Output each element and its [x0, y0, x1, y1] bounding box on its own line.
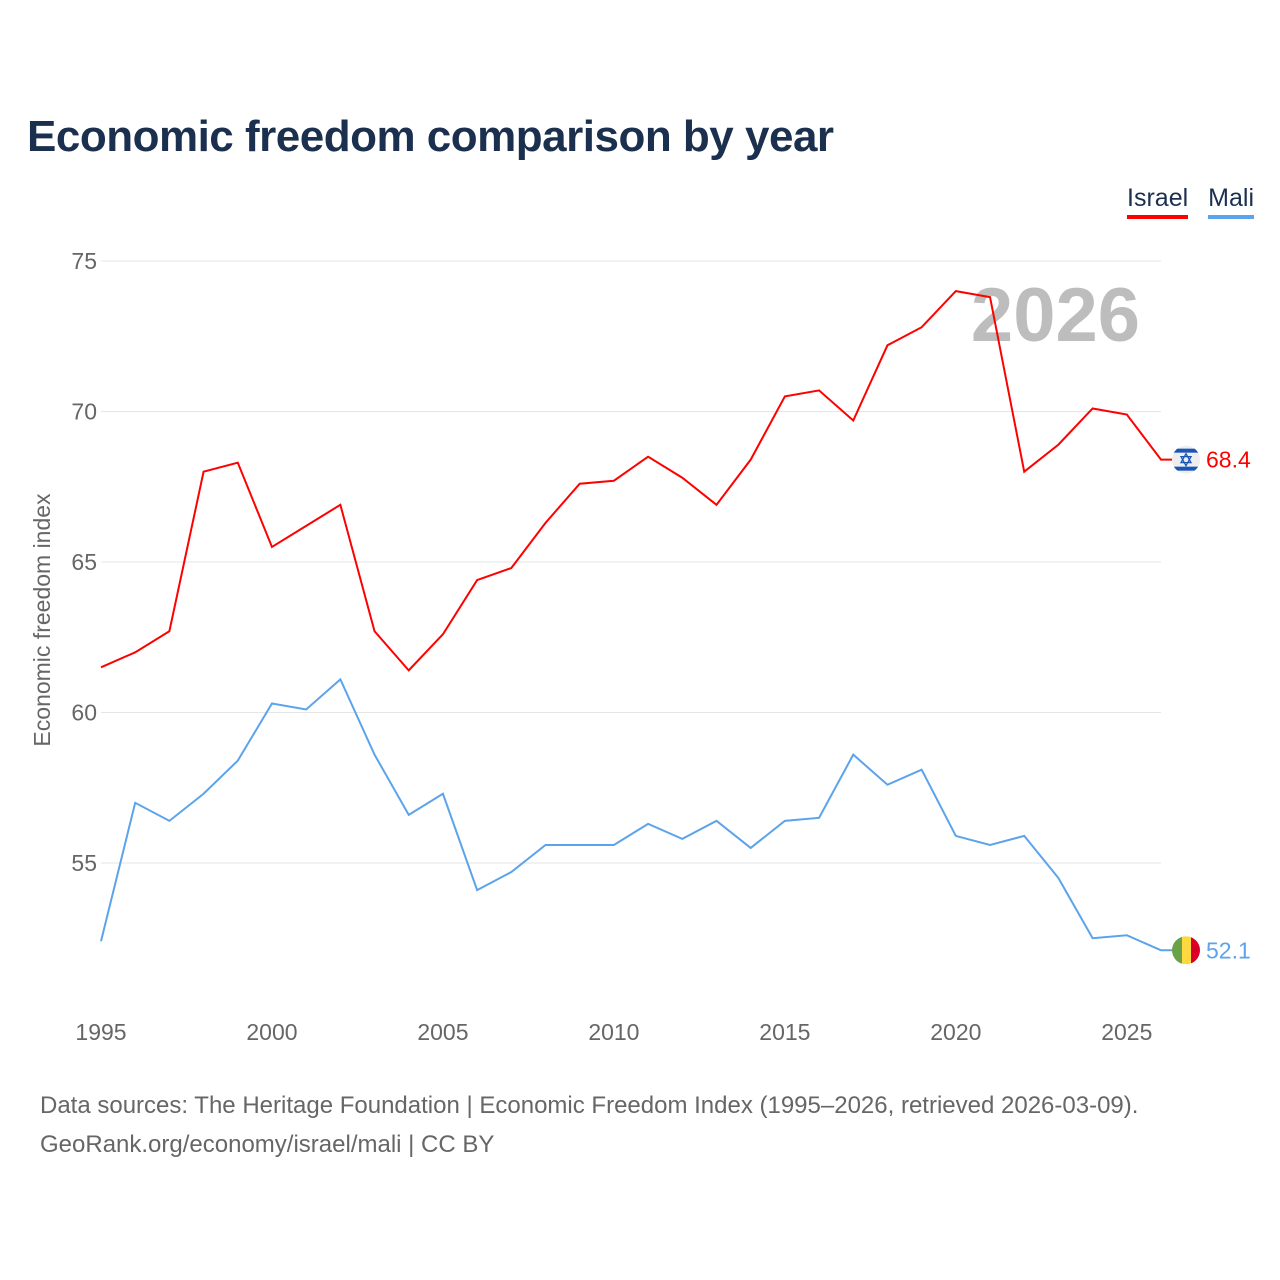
end-value-label: 68.4 — [1206, 447, 1251, 473]
x-tick-label: 1995 — [75, 1019, 126, 1045]
x-tick-label: 2020 — [930, 1019, 981, 1045]
year-watermark: 2026 — [971, 273, 1140, 358]
series-line-israel[interactable] — [100, 290, 1173, 672]
y-tick-label: 65 — [71, 549, 97, 575]
y-tick-label: 55 — [71, 850, 97, 876]
x-tick-label: 2015 — [759, 1019, 810, 1045]
y-axis-label: Economic freedom index — [29, 493, 55, 747]
chart-title: Economic freedom comparison by year — [27, 112, 834, 161]
data-sources: Data sources: The Heritage Foundation | … — [40, 1092, 1139, 1119]
x-tick-label: 2000 — [246, 1019, 297, 1045]
x-tick-label: 2010 — [588, 1019, 639, 1045]
y-tick-label: 70 — [71, 399, 97, 425]
y-tick-label: 75 — [71, 248, 97, 274]
y-tick-label: 60 — [71, 700, 97, 726]
israel-flag-icon — [1172, 445, 1200, 474]
end-value-label: 52.1 — [1206, 937, 1251, 963]
mali-flag-icon — [1172, 936, 1200, 965]
legend-item-israel[interactable]: Israel — [1127, 184, 1189, 219]
source-link[interactable]: GeoRank.org/economy/israel/mali | CC BY — [40, 1131, 495, 1158]
legend-item-mali[interactable]: Mali — [1208, 184, 1254, 219]
series-line-mali[interactable] — [100, 677, 1173, 952]
footer: Data sources: The Heritage Foundation | … — [40, 1086, 1138, 1164]
legend: Israel Mali — [1127, 184, 1254, 219]
x-tick-label: 2005 — [417, 1019, 468, 1045]
x-tick-label: 2025 — [1101, 1019, 1152, 1045]
